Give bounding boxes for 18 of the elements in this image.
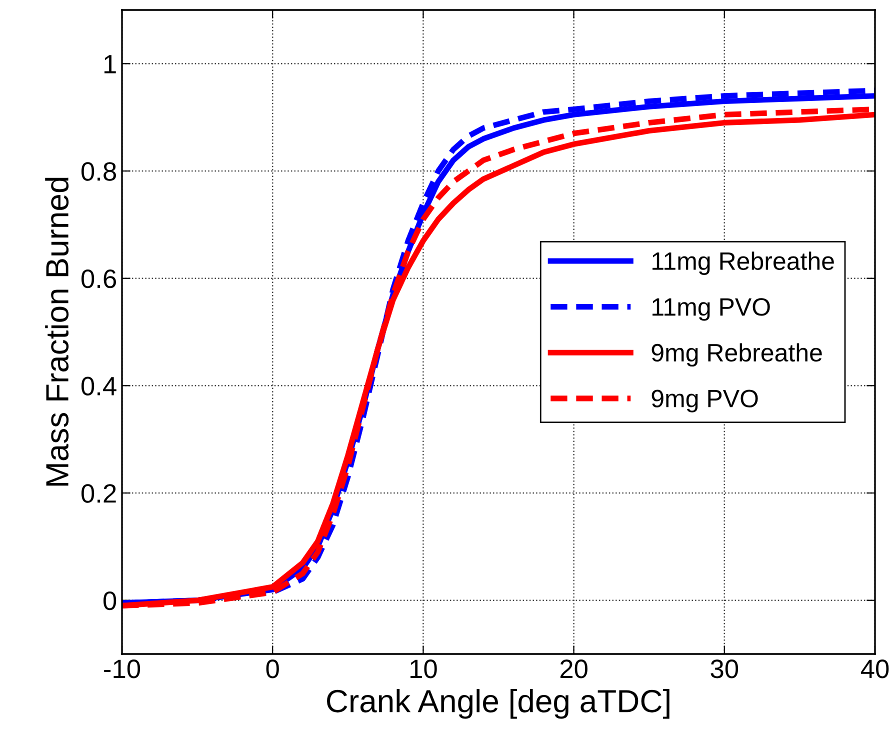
y-tick-label: 0 bbox=[103, 591, 116, 610]
y-tick-label: 0.8 bbox=[81, 162, 116, 181]
x-tick-label: -10 bbox=[104, 660, 140, 678]
x-tick-label: 20 bbox=[560, 660, 588, 678]
x-axis-title: Crank Angle [deg aTDC] bbox=[327, 689, 670, 719]
y-tick-label: 0.6 bbox=[81, 269, 116, 288]
x-tick-label: 40 bbox=[860, 660, 889, 678]
y-axis-title: Mass Fraction Burned bbox=[45, 178, 69, 486]
x-tick-label: 30 bbox=[710, 660, 738, 678]
x-tick-label: 10 bbox=[410, 660, 437, 678]
legend-label: 11mg Rebreathe bbox=[652, 252, 834, 275]
legend-label: 11mg PVO bbox=[652, 298, 770, 321]
y-tick-label: 0.2 bbox=[81, 484, 116, 503]
y-tick-label: 0.4 bbox=[81, 376, 116, 396]
y-tick-label: 1 bbox=[104, 55, 116, 74]
x-tick-label: 0 bbox=[266, 660, 279, 678]
legend-label: 9mg PVO bbox=[652, 390, 758, 412]
legend-label: 9mg Rebreathe bbox=[652, 343, 822, 367]
